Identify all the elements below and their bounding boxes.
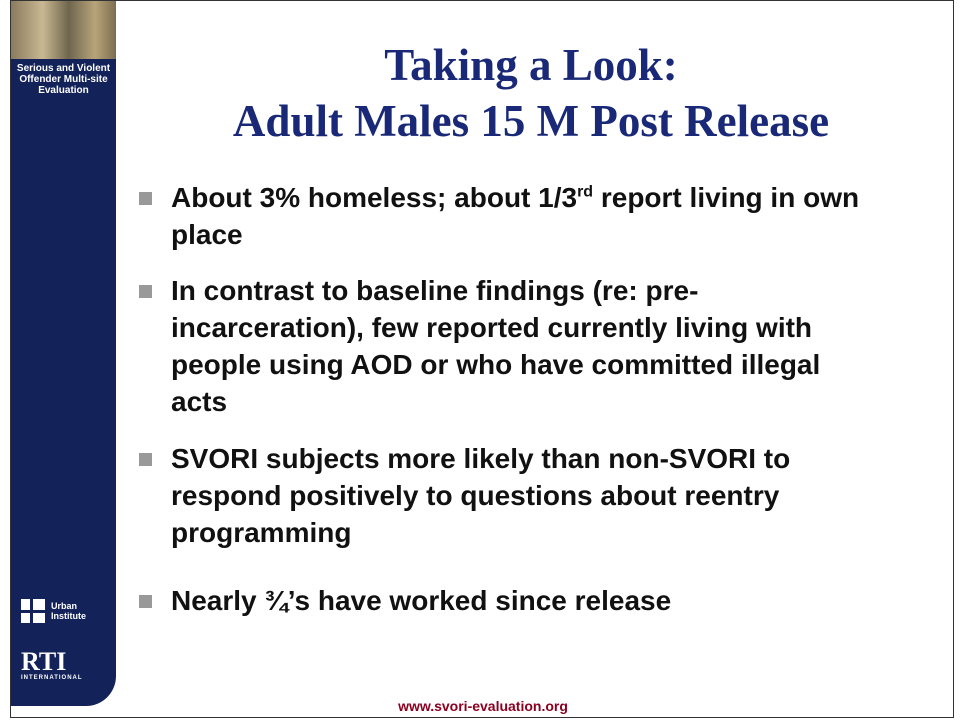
bullet: SVORI subjects more likely than non-SVOR… <box>139 440 861 551</box>
bullet-text: Nearly ¾’s have worked since release <box>171 585 671 616</box>
bullet-text: SVORI subjects more likely than non-SVOR… <box>171 443 790 548</box>
photo <box>11 1 116 59</box>
bullet-text: In contrast to baseline findings (re: pr… <box>171 275 820 417</box>
bullet: In contrast to baseline findings (re: pr… <box>139 272 861 420</box>
bullet-text: About 3% homeless; about 1/3 <box>171 182 577 213</box>
program-name: Serious and Violent Offender Multi-site … <box>13 63 114 96</box>
title-line: Adult Males 15 M Post Release <box>131 93 931 149</box>
bullet: About 3% homeless; about 1/3rd report li… <box>139 179 871 253</box>
superscript: rd <box>577 184 593 201</box>
footer-url: www.svori-evaluation.org <box>11 698 954 714</box>
sidebar: Serious and Violent Offender Multi-site … <box>11 1 116 706</box>
rti-logo: RTI INTERNATIONAL <box>21 649 83 681</box>
title-line: Taking a Look: <box>131 37 931 93</box>
rti-name: RTI <box>21 649 83 675</box>
rti-sub: INTERNATIONAL <box>21 675 83 681</box>
bullet: Nearly ¾’s have worked since release <box>139 582 911 619</box>
slide: Serious and Violent Offender Multi-site … <box>10 0 954 718</box>
urban-mark <box>21 599 45 623</box>
urban-name: Urban Institute <box>51 601 97 621</box>
title: Taking a Look: Adult Males 15 M Post Rel… <box>131 37 931 149</box>
